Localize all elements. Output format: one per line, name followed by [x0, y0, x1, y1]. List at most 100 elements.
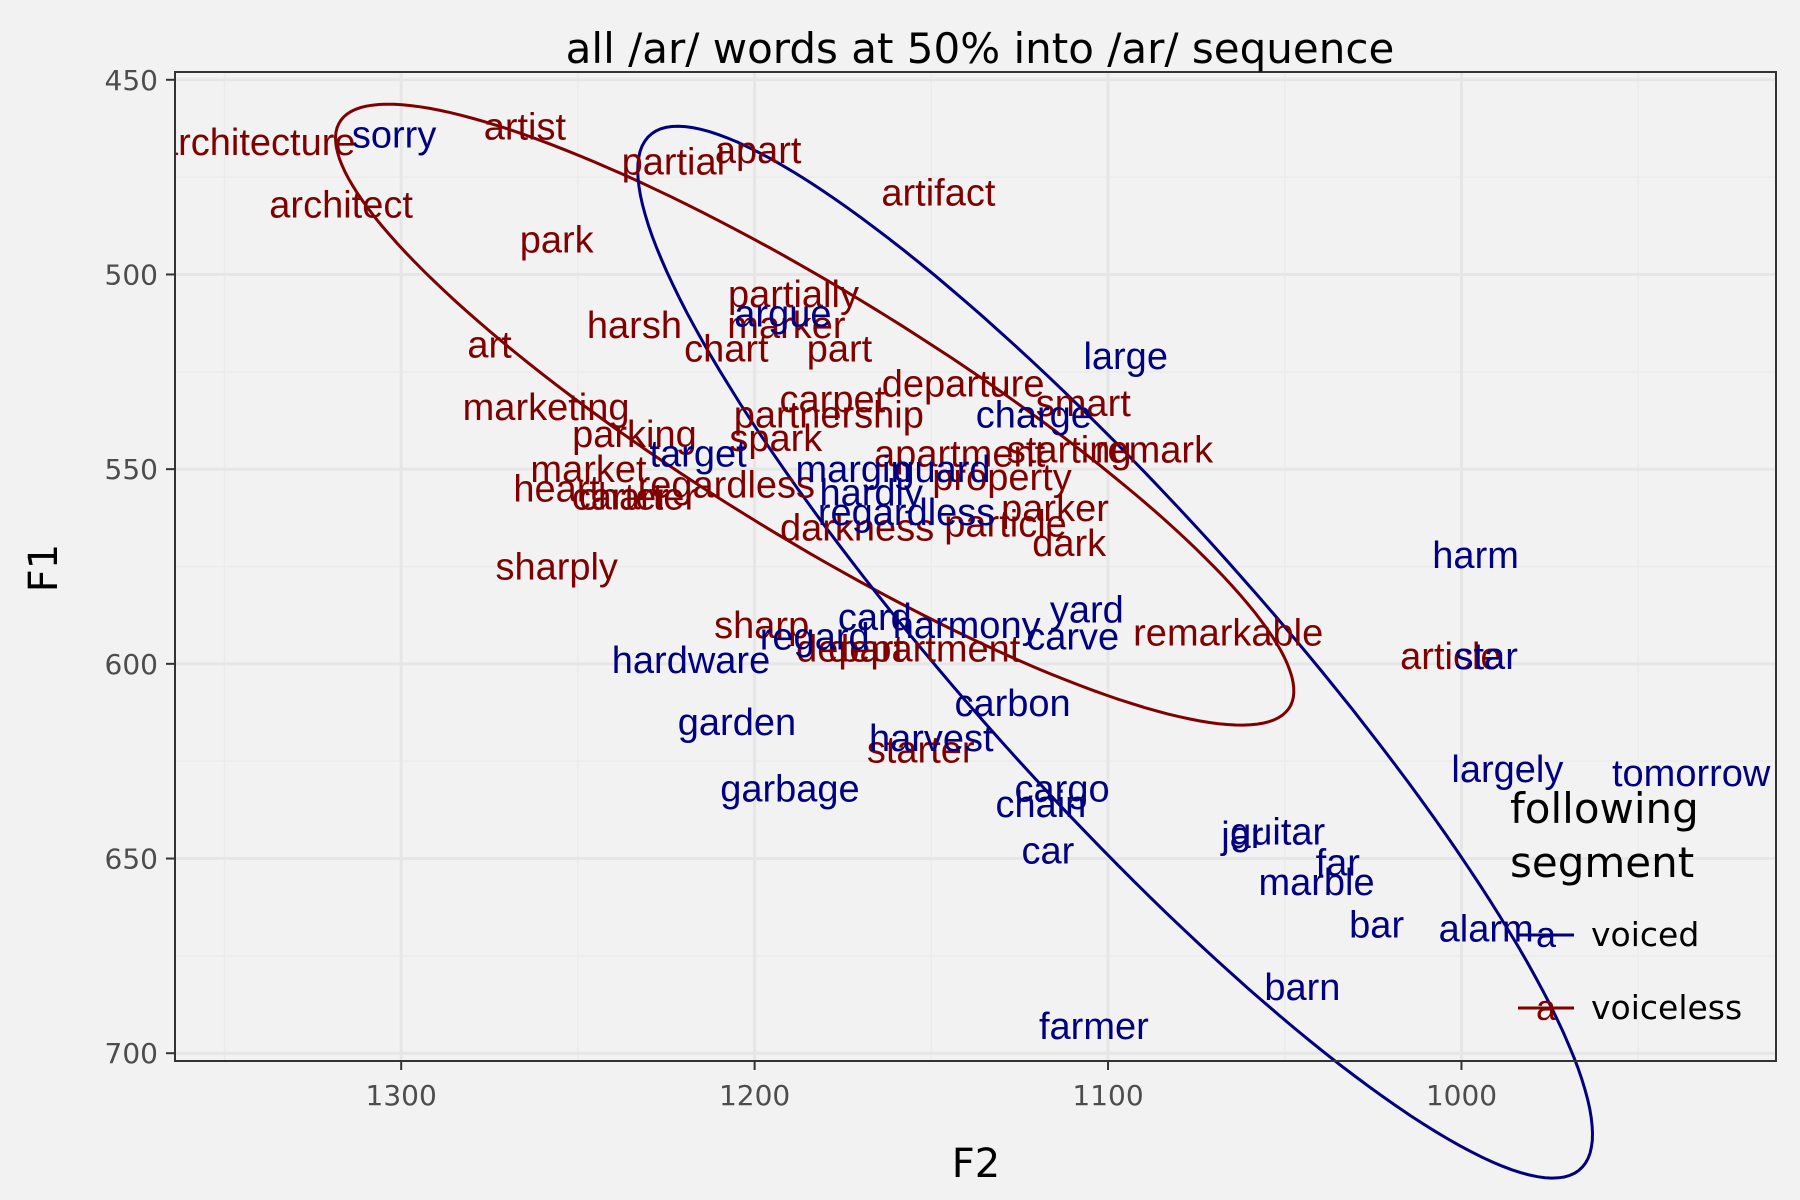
word-label-voiced: farmer [1039, 1006, 1149, 1048]
word-label-voiceless: parking [572, 414, 697, 456]
word-label-voiceless: smart [1036, 383, 1131, 425]
word-label-voiced: cargo [1015, 768, 1110, 810]
word-label-voiced: hardly [819, 473, 923, 515]
y-tick-label: 650 [105, 843, 158, 876]
word-label-voiceless: carpet [780, 379, 886, 421]
word-label-voiceless: department [828, 628, 1021, 670]
word-label-voiceless: starter [867, 730, 975, 772]
word-label-voiced: large [1083, 336, 1168, 378]
word-label-voiceless: art [467, 325, 512, 367]
legend-label-voiced: voiced [1591, 915, 1699, 954]
y-tick-label: 550 [105, 453, 158, 486]
word-label-voiced: yard [1050, 589, 1124, 631]
word-label-voiceless: article [1400, 636, 1501, 678]
x-tick-label: 1200 [719, 1079, 790, 1112]
word-label-voiceless: starting [1007, 430, 1132, 472]
word-label-voiceless: spark [729, 418, 823, 460]
word-label-voiceless: marker [727, 305, 846, 347]
word-label-voiceless: market [530, 449, 647, 491]
word-label-voiced: largely [1451, 749, 1563, 791]
word-label-voiced: target [649, 434, 747, 476]
word-label-voiceless: departure [882, 363, 1045, 405]
word-label-voiceless: property [932, 457, 1071, 499]
word-label-voiceless: heart [513, 469, 600, 511]
word-label-voiceless: artist [484, 107, 567, 149]
word-label-voiced: carve [1026, 617, 1119, 659]
word-label-voiced: alarm [1439, 909, 1534, 951]
y-tick-label: 500 [105, 258, 158, 291]
word-label-voiced: far [1316, 842, 1361, 884]
x-tick-label: 1300 [366, 1079, 437, 1112]
word-label-voiceless: marketing [463, 387, 630, 429]
word-label-voiced: sorry [352, 114, 436, 156]
word-label-voiceless: architect [269, 184, 413, 226]
y-tick-label: 600 [105, 648, 158, 681]
word-label-voiced: hardware [612, 640, 770, 682]
word-label-voiced: jar [1220, 815, 1264, 857]
word-label-voiced: harvest [869, 718, 994, 760]
y-tick-label: 700 [105, 1037, 158, 1070]
y-axis-title: F1 [21, 544, 67, 592]
chart-title: all /ar/ words at 50% into /ar/ sequence [566, 24, 1395, 73]
word-label-voiced: regardless [818, 492, 995, 534]
word-label-voiceless: sharp [714, 605, 809, 647]
word-label-voiced: guitar [1230, 811, 1325, 853]
ellipse-voiced [636, 124, 1595, 1180]
word-label-voiceless: part [807, 328, 873, 370]
word-label-voiced: marble [1258, 862, 1374, 904]
word-label-voiceless: carter [572, 476, 669, 518]
word-label-voiced: argue [734, 293, 831, 335]
word-label-voiced: harmony [893, 605, 1041, 647]
panel-border [174, 71, 1777, 1062]
x-tick-label: 1000 [1426, 1079, 1497, 1112]
word-label-voiced: bar [1349, 905, 1404, 947]
ellipse-voiceless [333, 102, 1296, 727]
minor-gridlines [175, 72, 1776, 1061]
word-label-voiceless: partial [622, 142, 726, 184]
word-label-voiced: barn [1264, 967, 1340, 1009]
word-label-voiced: star [1455, 636, 1519, 678]
word-label-voiceless: artifact [881, 173, 995, 215]
ellipses [333, 102, 1595, 1180]
word-label-voiced: card [838, 597, 912, 639]
legend-title: following [1510, 784, 1699, 833]
word-label-voiced: tomorrow [1612, 753, 1771, 795]
word-label-voiced: chain [995, 784, 1086, 826]
x-tick-label: 1100 [1072, 1079, 1143, 1112]
word-label-voiceless: apartment [874, 434, 1046, 476]
word-label-voiced: regard [760, 617, 870, 659]
word-label-voiceless: architecture [157, 122, 356, 164]
word-label-voiceless: partnership [734, 395, 924, 437]
word-label-voiced: harm [1432, 535, 1519, 577]
word-label-voiceless: particle [944, 504, 1067, 546]
word-label-voiced: carbon [955, 683, 1071, 725]
legend-title: segment [1510, 838, 1694, 887]
word-label-voiceless: regardless [638, 465, 815, 507]
word-label-voiceless: chart [684, 328, 769, 370]
word-label-voiceless: parker [1001, 488, 1109, 530]
word-label-voiceless: charter [579, 476, 698, 518]
word-label-voiceless: apart [715, 130, 802, 172]
word-label-voiceless: sharply [495, 547, 618, 589]
word-label-voiced: garden [678, 702, 796, 744]
legend-key-glyph: a [1536, 914, 1557, 955]
word-label-voiceless: darkness [780, 508, 934, 550]
word-label-voiceless: depart [796, 628, 904, 670]
word-label-voiceless: dark [1032, 523, 1107, 565]
word-label-voiceless: remarkable [1133, 613, 1323, 655]
word-label-voiceless: remark [1095, 430, 1214, 472]
x-axis-title: F2 [952, 1141, 1000, 1187]
word-label-voiced: car [1022, 831, 1075, 873]
word-label-voiceless: partially [728, 274, 859, 316]
word-label-voiced: garbage [720, 768, 859, 810]
y-tick-label: 450 [105, 64, 158, 97]
word-label-voiced: guard [893, 449, 990, 491]
major-gridlines [175, 72, 1776, 1061]
word-label-voiced: margin [795, 449, 911, 491]
word-label-voiced: charge [976, 395, 1092, 437]
legend-label-voiceless: voiceless [1591, 988, 1742, 1027]
